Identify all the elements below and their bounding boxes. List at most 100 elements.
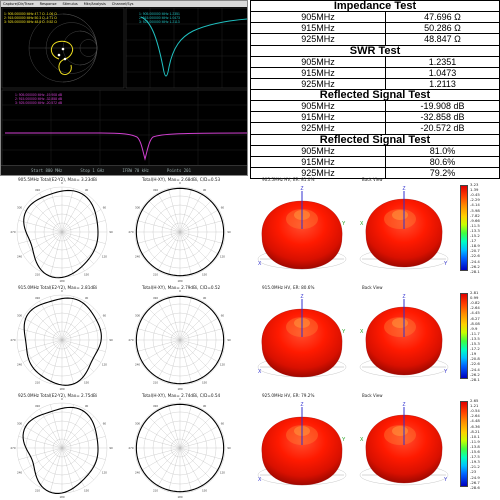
value-cell: -20.572 dB (385, 122, 500, 135)
smith-marker-2: 2: 915.000000 MHz 50.3 Ω -1.71 Ω (4, 16, 57, 20)
svg-text:180: 180 (177, 495, 182, 499)
scale-tick-label: -0.45 (470, 192, 480, 198)
back-view-label: Back View (362, 177, 383, 182)
iso-3d-pattern: Z X Y (257, 186, 347, 270)
x-axis-label: X (258, 477, 262, 483)
svg-text:210: 210 (153, 381, 158, 385)
value-cell: 1.0473 (385, 66, 500, 79)
vna-menu-item[interactable]: Mkr/Analysis (83, 2, 106, 6)
svg-text:180: 180 (59, 387, 64, 391)
scale-tick-label: -22.6 (470, 361, 480, 367)
scale-tick-label: 2.65 (470, 398, 479, 403)
swr-panel: 1: 905.000000 MHz 1.2351 2: 915.000000 M… (125, 7, 247, 89)
scale-tick-label: -5.98 (470, 207, 480, 213)
vna-plots: 1: 905.000000 MHz 47.7 Ω -1.06 Ω 2: 915.… (1, 7, 247, 167)
frequency-cell: 905MHz (250, 55, 386, 68)
swr-marker-1: 1: 905.000000 MHz 1.2351 (139, 12, 180, 16)
svg-text:60: 60 (221, 422, 225, 426)
svg-text:120: 120 (102, 471, 107, 475)
svg-text:210: 210 (153, 273, 158, 277)
s11-marker-3: 3: 925.000000 MHz -20.572 dB (15, 101, 63, 105)
z-axis-label: Z (300, 186, 303, 192)
result-row: 925MHz 48.847 Ω (250, 33, 500, 46)
scale-tick-label: -28.1 (470, 376, 480, 382)
x-axis-label: Y (444, 477, 448, 483)
svg-text:240: 240 (17, 471, 22, 475)
svg-text:120: 120 (102, 255, 107, 259)
z-axis-label: Z (402, 402, 405, 408)
svg-text:270: 270 (128, 446, 133, 450)
svg-text:270: 270 (10, 338, 15, 342)
svg-text:90: 90 (227, 230, 231, 234)
scale-tick-label: -13.3 (470, 227, 480, 233)
svg-text:30: 30 (85, 404, 89, 408)
svg-text:90: 90 (109, 338, 113, 342)
scale-tick-label: -26.2 (470, 263, 480, 269)
section-title: Impedance Test (250, 0, 500, 13)
pattern-3d-surface (365, 198, 443, 268)
z-axis-label: Z (402, 294, 405, 300)
vna-status-item: Start 800 MHz (31, 168, 63, 173)
x-axis-label: X (258, 369, 262, 375)
back-view-label: Back View (362, 393, 383, 398)
scale-tick-label: 1.39 (470, 187, 479, 193)
scale-tick-label: -15.2 (470, 233, 480, 238)
svg-text:120: 120 (220, 255, 225, 259)
scale-tick-label: -7.82 (470, 212, 480, 218)
value-cell: 1.2113 (385, 77, 500, 91)
scale-tick-label: -13.8 (470, 443, 480, 449)
vna-menu-item[interactable]: Stimulus (62, 2, 78, 6)
scale-tick-label: -17 (470, 238, 477, 244)
svg-text:300: 300 (135, 206, 140, 210)
scale-tick-label: -11.7 (470, 330, 480, 336)
scale-tick-label: -17.2 (470, 346, 480, 352)
vna-status-bar: Start 800 MHz Stop 1 GHz IFBW 70 kHz Poi… (1, 165, 247, 175)
frequency-cell: 915MHz (250, 111, 386, 124)
svg-text:180: 180 (177, 387, 182, 391)
result-row: 915MHz 50.286 Ω (250, 22, 500, 35)
svg-text:330: 330 (153, 296, 158, 300)
scale-tick-label: -18.9 (470, 243, 480, 249)
scale-tick-label: -26.2 (470, 371, 480, 377)
scale-tick-label: -24.4 (470, 258, 480, 264)
scale-tick-label: -6.27 (470, 315, 480, 321)
x-axis-label: X (258, 261, 262, 267)
value-cell: 47.696 Ω (385, 11, 500, 24)
value-cell: 48.847 Ω (385, 33, 500, 46)
pattern-row: 905.5MHz Total(E2-Y2), Max= 3.23dBi Total… (0, 176, 500, 284)
svg-text:270: 270 (10, 446, 15, 450)
svg-text:210: 210 (35, 381, 40, 385)
scale-tick-label: 0.99 (470, 295, 479, 301)
scale-tick-label: -23 (470, 469, 477, 475)
svg-text:30: 30 (203, 404, 207, 408)
scale-tick-label: -17.5 (470, 454, 480, 460)
iso-3d-pattern: Z X Y (257, 294, 347, 378)
vna-menu-item[interactable]: Channel/Sys (111, 2, 134, 6)
horizontal-pattern-title: Total(H-XY), Max= 2.74dBi, C/D=0.54 (142, 393, 221, 398)
vna-menu-item[interactable]: Capture/Dir/Trace (3, 2, 34, 6)
svg-text:240: 240 (135, 471, 140, 475)
scale-tick-label: -0.82 (470, 300, 480, 306)
iso-view-title: 925.0MHz HV, ER: 79.2% (262, 393, 315, 398)
svg-text:270: 270 (10, 230, 15, 234)
svg-text:30: 30 (85, 188, 89, 192)
s11-marker-2: 2: 915.000000 MHz -32.858 dB (15, 97, 63, 101)
frequency-cell: 915MHz (250, 66, 386, 79)
scale-tick-label: -9.66 (470, 217, 480, 223)
result-row: 915MHz 80.6% (250, 155, 500, 168)
scale-tick-label: -8.21 (470, 428, 480, 434)
scale-tick-label: -24.4 (470, 366, 480, 372)
frequency-cell: 925MHz (250, 33, 386, 46)
pattern-row: 925.0MHz Total(E2-Y2), Max= 2.75dBi Total… (0, 392, 500, 500)
back-3d-pattern: Z Y X (359, 402, 449, 486)
vna-menu-item[interactable]: Response (39, 2, 57, 6)
result-row: 905MHz -19.908 dB (250, 100, 500, 113)
frequency-cell: 925MHz (250, 122, 386, 135)
frequency-cell: 905MHz (250, 144, 386, 157)
result-row: 925MHz -20.572 dB (250, 122, 500, 135)
svg-text:150: 150 (202, 489, 207, 493)
scale-tick-label: -26.7 (470, 479, 480, 485)
svg-text:30: 30 (203, 296, 207, 300)
svg-text:270: 270 (128, 230, 133, 234)
back-view-label: Back View (362, 285, 383, 290)
